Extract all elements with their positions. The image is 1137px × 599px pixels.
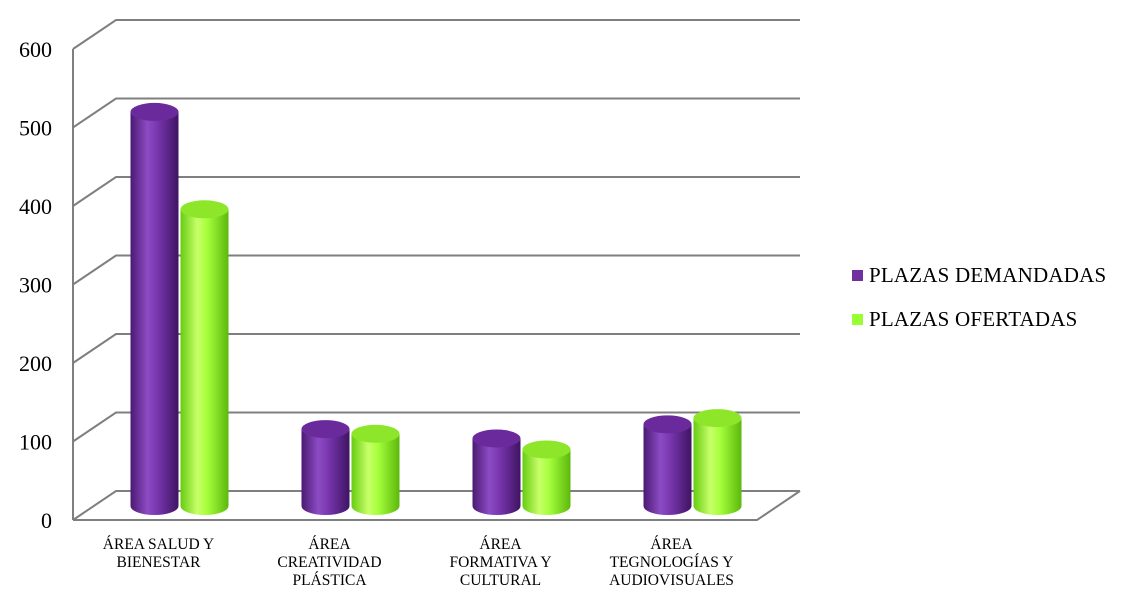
category-label: ÁREA CREATIVIDAD PLÁSTICA	[277, 536, 381, 589]
bar	[351, 424, 400, 515]
category-label: ÁREA SALUD Y BIENESTAR	[103, 536, 214, 571]
bar	[301, 420, 350, 515]
legend-item-ofertadas: PLAZAS OFERTADAS	[852, 306, 1106, 332]
gridline	[72, 19, 800, 50]
legend: PLAZAS DEMANDADAS PLAZAS OFERTADAS	[852, 262, 1106, 350]
category-label: ÁREA TEGNOLOGÍAS Y AUDIOVISUALES	[609, 536, 734, 589]
gridline	[72, 490, 800, 521]
bar	[472, 429, 521, 515]
legend-label: PLAZAS OFERTADAS	[869, 306, 1078, 331]
floor-edge	[73, 490, 801, 521]
legend-label: PLAZAS DEMANDADAS	[869, 262, 1107, 287]
gridline	[72, 411, 800, 443]
bar-body	[693, 418, 742, 515]
bar-top	[301, 420, 350, 439]
gridline	[72, 254, 800, 286]
bar-body	[522, 449, 571, 515]
bar-top	[522, 440, 571, 459]
bar	[643, 415, 692, 515]
y-tick-label: 400	[19, 194, 52, 219]
gridlines	[72, 19, 800, 521]
legend-item-demandadas: PLAZAS DEMANDADAS	[852, 262, 1106, 288]
bar-body	[643, 424, 692, 515]
bar-top	[130, 102, 179, 121]
bar-body	[301, 429, 350, 515]
bar	[180, 200, 229, 515]
gridline	[72, 333, 800, 364]
y-tick-label: 200	[19, 351, 52, 376]
y-tick-label: 100	[19, 430, 52, 455]
y-tick-label: 300	[19, 273, 52, 298]
bar-body	[180, 209, 229, 515]
bar-body	[472, 438, 521, 515]
bar-top	[180, 200, 229, 219]
y-tick-label: 600	[19, 37, 52, 62]
legend-swatch	[852, 269, 863, 281]
bar-top	[351, 424, 400, 443]
gridline	[72, 97, 800, 129]
category-label: ÁREA FORMATIVA Y CULTURAL	[449, 536, 551, 589]
bar	[693, 409, 742, 515]
bar-body	[351, 433, 400, 515]
bar-top	[693, 409, 742, 428]
bar-body	[130, 111, 179, 516]
gridline	[72, 176, 800, 207]
bar-top	[643, 415, 692, 434]
y-tick-label: 500	[19, 116, 52, 141]
category-labels: ÁREA SALUD Y BIENESTAR ÁREA CREATIVIDAD PLÁS…	[103, 536, 734, 589]
bar	[522, 440, 571, 515]
bar-top	[472, 429, 521, 448]
y-tick-labels: 0 100 200 300 400 500 600	[19, 37, 52, 533]
y-tick-label: 0	[41, 508, 52, 533]
bars-layer	[130, 102, 742, 516]
legend-swatch	[852, 313, 863, 325]
bar	[130, 102, 179, 516]
